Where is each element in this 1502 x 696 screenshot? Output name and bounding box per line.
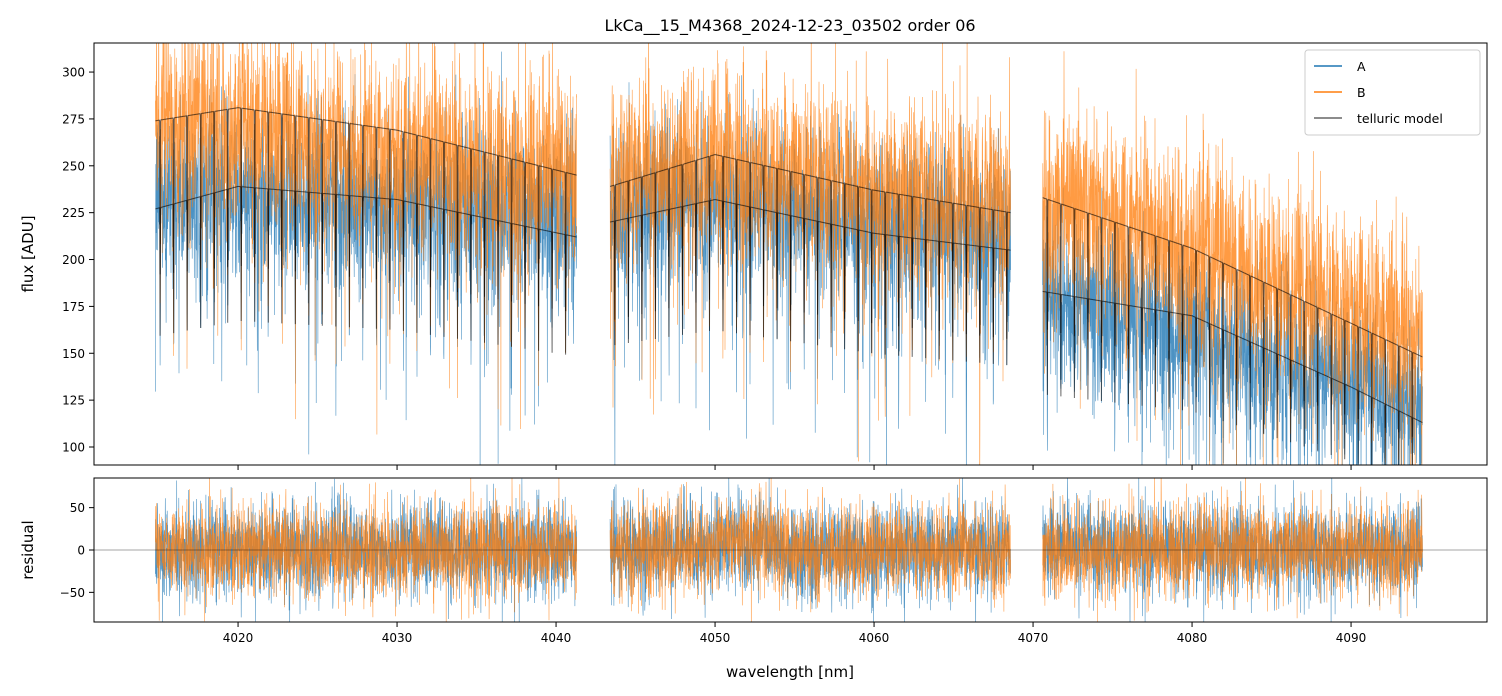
legend-entry-b: B [1314, 85, 1366, 100]
telluric-model-lower-segment-0 [155, 185, 577, 355]
residual-y-tick-label: −50 [60, 586, 85, 600]
residual-y-tick-label: 50 [70, 501, 85, 515]
residual-x-ticks: 4020 4030 4040 4050 4060 4070 4080 4090 [223, 622, 1367, 645]
residual-y-ticks: −50 0 50 [60, 501, 94, 600]
residual-x-tick-label: 4040 [541, 631, 572, 645]
residual-b-segment-2 [1042, 478, 1423, 622]
flux-y-tick-label: 175 [62, 300, 85, 314]
flux-y-tick-label: 275 [62, 112, 85, 126]
legend-entry-a: A [1314, 59, 1366, 74]
flux-y-tick-label: 300 [62, 66, 85, 80]
legend-box [1304, 49, 1481, 136]
legend-entry-telluric-model: telluric model [1314, 111, 1443, 126]
telluric-model-lower-segment-1 [610, 198, 1011, 366]
flux-y-axis-label: flux [ADU] [19, 215, 37, 292]
residual-x-tick-label: 4090 [1336, 631, 1367, 645]
chart-title: LkCa__15_M4368_2024-12-23_03502 order 06 [604, 16, 975, 36]
flux-axes-frame [93, 42, 1488, 466]
residual-x-tick-label: 4030 [382, 631, 413, 645]
legend: A B telluric model [1304, 49, 1481, 136]
legend-label-b: B [1357, 85, 1366, 100]
legend-label-a: A [1357, 59, 1366, 74]
flux-panel: 100 125 150 175 200 225 250 275 300 flux [ADU] A… [19, 42, 1488, 470]
telluric-model-upper-segment-2 [1042, 197, 1423, 437]
residual-x-tick-label: 4060 [859, 631, 890, 645]
legend-label-telluric-model: telluric model [1357, 111, 1443, 126]
series-b-segment-0 [155, 43, 577, 435]
residual-x-tick-label: 4050 [700, 631, 731, 645]
residual-x-tick-label: 4020 [223, 631, 254, 645]
flux-y-tick-label: 100 [62, 441, 85, 455]
flux-y-tick-label: 150 [62, 347, 85, 361]
flux-plot-area [155, 43, 1423, 465]
flux-y-tick-label: 250 [62, 159, 85, 173]
residual-plot-area [94, 478, 1487, 622]
telluric-model-lower-segment-2 [1042, 290, 1423, 465]
flux-y-ticks: 100 125 150 175 200 225 250 275 300 [62, 66, 94, 455]
residual-b-segment-0 [155, 478, 577, 622]
residual-b-segment-1 [609, 478, 1011, 622]
residual-x-tick-label: 4070 [1018, 631, 1049, 645]
flux-y-tick-label: 125 [62, 394, 85, 408]
residual-y-tick-label: 0 [77, 544, 85, 558]
residual-y-axis-label: residual [19, 520, 37, 579]
x-axis-label: wavelength [nm] [726, 663, 854, 681]
flux-x-ticks [237, 465, 1352, 470]
telluric-model-upper-segment-1 [609, 153, 1011, 339]
series-b-segment-2 [1042, 51, 1423, 465]
telluric-model-upper-segment-0 [155, 107, 577, 312]
flux-y-tick-label: 225 [62, 206, 85, 220]
residual-x-tick-label: 4080 [1177, 631, 1208, 645]
flux-y-tick-label: 200 [62, 253, 85, 267]
